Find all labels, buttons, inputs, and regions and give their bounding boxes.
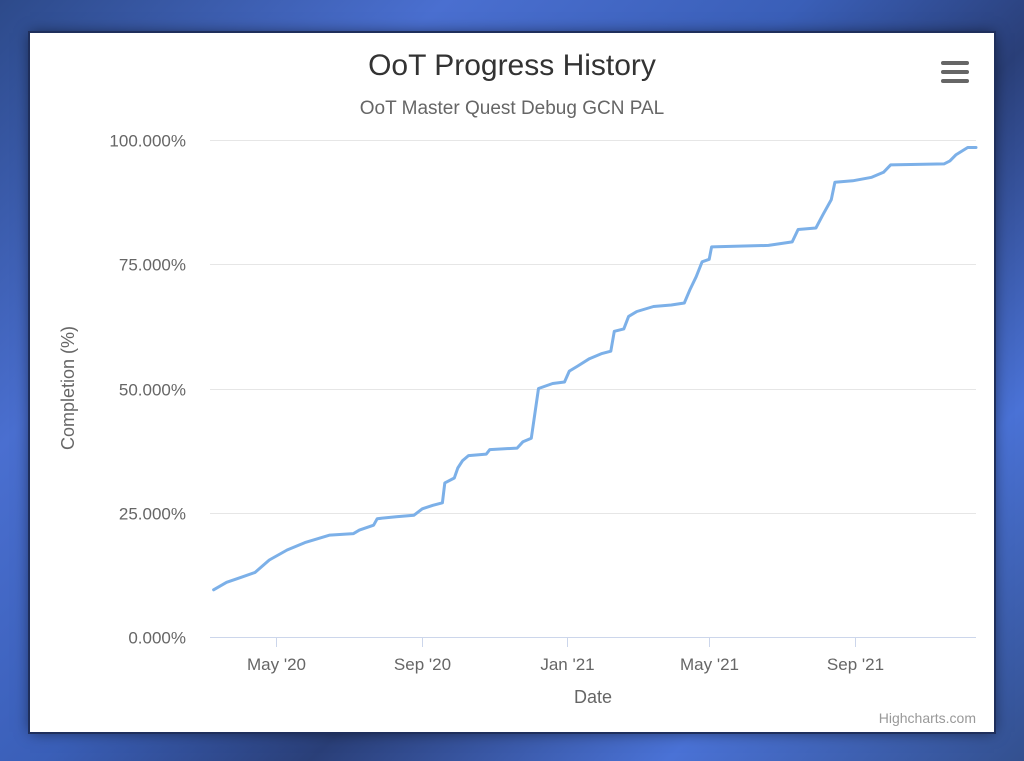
x-tick-label: Sep '20	[394, 655, 451, 674]
chart-container: OoT Progress History OoT Master Quest De…	[30, 33, 994, 732]
x-axis-ticks: May '20 Sep '20 Jan '21 May '21 Sep '21	[247, 637, 884, 674]
x-tick-label: May '20	[247, 655, 306, 674]
x-tick-label: Sep '21	[827, 655, 884, 674]
chart-title: OoT Progress History	[368, 49, 656, 82]
y-tick-label: 75.000%	[119, 256, 186, 275]
y-tick-label: 0.000%	[128, 629, 186, 648]
series-line	[212, 146, 978, 592]
hamburger-menu-icon[interactable]	[935, 55, 975, 89]
chart-subtitle: OoT Master Quest Debug GCN PAL	[360, 98, 664, 119]
x-tick-label: May '21	[680, 655, 739, 674]
x-axis-label: Date	[574, 687, 612, 707]
y-axis-label: Completion (%)	[58, 326, 78, 450]
y-tick-label: 25.000%	[119, 505, 186, 524]
x-tick-label: Jan '21	[540, 655, 594, 674]
y-tick-label: 100.000%	[109, 132, 186, 151]
y-tick-label: 50.000%	[119, 381, 186, 400]
y-axis-ticks: 0.000% 25.000% 50.000% 75.000% 100.000%	[109, 132, 186, 648]
chart-svg: OoT Progress History OoT Master Quest De…	[58, 49, 978, 726]
grid-lines	[210, 140, 976, 514]
credits-link[interactable]: Highcharts.com	[879, 710, 976, 726]
